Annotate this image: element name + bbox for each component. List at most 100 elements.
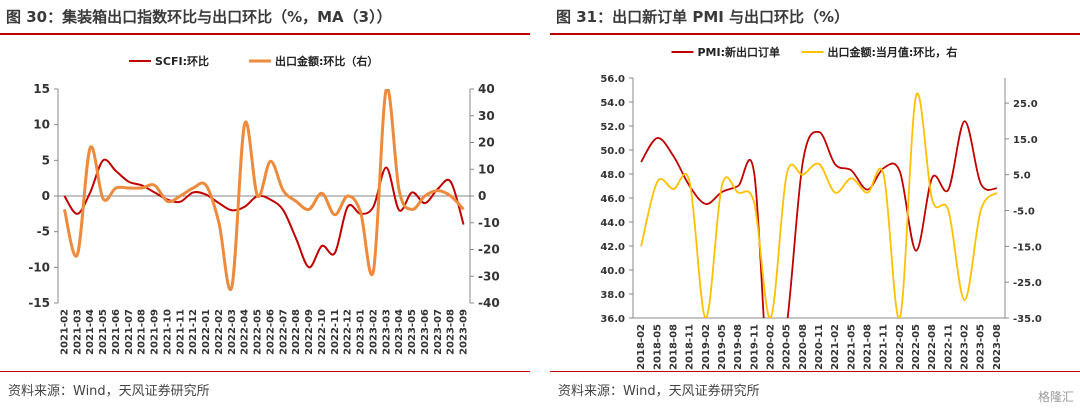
right-tick-label: 0 [478, 189, 486, 203]
right-tick-label: -35.0 [1013, 314, 1042, 325]
left-tick-label: 44.0 [600, 218, 625, 229]
x-tick-label: 2022-04 [240, 309, 251, 355]
x-tick-label: 2023-08 [446, 309, 457, 355]
bottom-rule [550, 371, 1080, 372]
left-tick-label: 56.0 [600, 74, 625, 85]
x-tick-label: 2018-05 [652, 324, 663, 370]
x-tick-label: 2021-11 [175, 309, 186, 355]
x-tick-label: 2021-07 [124, 309, 135, 355]
x-tick-label: 2023-09 [459, 309, 470, 355]
x-tick-label: 2021-02 [59, 309, 70, 355]
x-tick-label: 2022-05 [253, 309, 264, 355]
x-tick-label: 2022-05 [911, 324, 922, 370]
legend-label: SCFI:环比 [155, 54, 209, 68]
left-chart-panel: 图 30：集装箱出口指数环比与出口环比（%，MA（3）） -15 -10 -5 0 5 1… [0, 0, 530, 409]
bottom-rule [0, 371, 530, 372]
left-tick-label: -5 [37, 225, 50, 239]
x-tick-label: 2021-08 [863, 324, 874, 370]
chart-title: 图 31：出口新订单 PMI 与出口环比（%） [556, 8, 850, 26]
x-tick-label: 2018-08 [668, 324, 679, 370]
right-tick-label: 30 [478, 109, 495, 123]
x-tick-label: 2022-11 [943, 324, 954, 370]
right-tick-label: 20 [478, 136, 495, 150]
left-tick-label: 36.0 [600, 314, 625, 325]
series-line-primary [640, 120, 998, 318]
x-tick-label: 2023-02 [368, 309, 379, 355]
x-tick-label: 2020-05 [782, 324, 793, 370]
x-tick-label: 2022-01 [201, 309, 212, 355]
series-line-secondary [62, 89, 465, 292]
right-tick-label: 40 [478, 82, 495, 96]
x-tick-label: 2020-02 [765, 324, 776, 370]
x-tick-label: 2019-05 [717, 324, 728, 370]
x-tick-label: 2021-09 [150, 309, 161, 355]
x-tick-label: 2022-09 [304, 309, 315, 355]
x-tick-label: 2021-02 [830, 324, 841, 370]
x-tick-label: 2021-11 [879, 324, 890, 370]
x-tick-label: 2021-04 [85, 309, 96, 355]
right-tick-label: -25.0 [1013, 278, 1042, 289]
left-tick-label: -10 [28, 260, 50, 274]
legend-label: 出口金额:当月值:环比，右 [828, 45, 958, 59]
x-tick-label: 2021-05 [98, 309, 109, 355]
container-vs-export-chart: -15 -10 -5 0 5 10 15 -40 -30 -20 -10 0 10 20 30 40 2021-… [28, 54, 500, 355]
left-tick-label: 10 [33, 118, 50, 132]
left-tick-label: 5 [42, 153, 50, 167]
top-rule [0, 33, 530, 35]
legend-label: 出口金额:环比（右） [275, 54, 378, 68]
pmi-vs-export-chart: 36.0 38.0 40.0 42.0 44.0 46.0 48.0 50.0 52.0 54.0… [600, 45, 1042, 370]
right-tick-label: -15.0 [1013, 242, 1042, 253]
x-tick-label: 2021-12 [188, 309, 199, 355]
x-tick-label: 2022-08 [927, 324, 938, 370]
left-tick-label: -15 [28, 296, 50, 310]
x-tick-label: 2023-08 [992, 324, 1003, 370]
left-tick-label: 52.0 [600, 122, 625, 133]
right-tick-label: -40 [478, 296, 500, 310]
right-chart-panel: 图 31：出口新订单 PMI 与出口环比（%） 36.0 38.0 40.0 42.0… [550, 0, 1080, 409]
x-tick-label: 2019-02 [701, 324, 712, 370]
x-tick-label: 2021-03 [72, 309, 83, 355]
right-tick-label: 5.0 [1013, 171, 1031, 182]
x-tick-label: 2021-05 [846, 324, 857, 370]
x-tick-label: 2023-03 [381, 309, 392, 355]
chart-title: 图 30：集装箱出口指数环比与出口环比（%，MA（3）） [6, 8, 392, 26]
watermark-logo: 格隆汇 [1037, 390, 1074, 404]
x-tick-label: 2023-02 [960, 324, 971, 370]
x-tick-label: 2020-08 [798, 324, 809, 370]
top-rule [550, 33, 1080, 35]
left-tick-label: 50.0 [600, 146, 625, 157]
series-line-secondary [640, 92, 998, 318]
x-tick-label: 2022-02 [214, 309, 225, 355]
legend-label: PMI:新出口订单 [698, 45, 781, 59]
x-tick-label: 2022-11 [330, 309, 341, 355]
source-note: 资料来源：Wind，天风证券研究所 [8, 384, 210, 399]
x-tick-label: 2023-05 [976, 324, 987, 370]
x-tick-label: 2022-08 [291, 309, 302, 355]
left-tick-label: 48.0 [600, 170, 625, 181]
x-tick-label: 2023-04 [394, 309, 405, 355]
source-note: 资料来源：Wind，天风证券研究所 [558, 384, 760, 399]
x-tick-label: 2018-02 [636, 324, 647, 370]
x-tick-label: 2021-10 [162, 309, 173, 355]
x-tick-label: 2020-11 [814, 324, 825, 370]
x-tick-label: 2022-03 [227, 309, 238, 355]
right-tick-label: -10 [478, 216, 500, 230]
x-tick-label: 2022-12 [343, 309, 354, 355]
x-tick-label: 2023-06 [420, 309, 431, 355]
x-tick-label: 2022-07 [278, 309, 289, 355]
left-tick-label: 0 [42, 189, 50, 203]
x-tick-label: 2018-11 [685, 324, 696, 370]
x-tick-label: 2023-01 [356, 309, 367, 355]
left-tick-label: 46.0 [600, 194, 625, 205]
left-tick-label: 54.0 [600, 98, 625, 109]
x-tick-label: 2019-08 [733, 324, 744, 370]
x-tick-label: 2022-02 [895, 324, 906, 370]
right-tick-label: -20 [478, 243, 500, 257]
x-tick-label: 2023-07 [433, 309, 444, 355]
right-tick-label: 25.0 [1013, 99, 1038, 110]
left-tick-label: 38.0 [600, 290, 625, 301]
x-tick-label: 2021-08 [137, 309, 148, 355]
right-tick-label: -5.0 [1013, 207, 1035, 218]
x-tick-label: 2019-11 [749, 324, 760, 370]
left-tick-label: 40.0 [600, 266, 625, 277]
